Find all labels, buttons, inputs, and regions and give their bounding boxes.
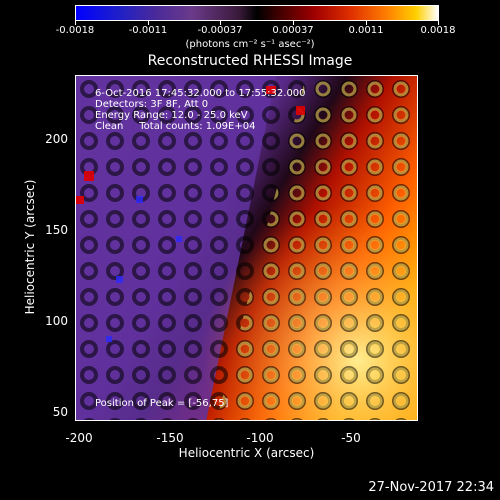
x-tick-label: -200: [65, 431, 93, 445]
colorbar-label: 0.0011: [348, 25, 384, 36]
colorbar-label: -0.0011: [128, 25, 168, 36]
image-title: Reconstructed RHESSI Image: [147, 53, 353, 69]
energy-range-text: Energy Range: 12.0 - 25.0 keV: [95, 110, 248, 121]
detectors-text: Detectors: 3F 8F, Att 0: [95, 99, 209, 110]
y-axis-label: Heliocentric Y (arcsec): [23, 179, 37, 315]
x-tick-label: -100: [246, 431, 274, 445]
image-raster: [76, 76, 417, 420]
peak-position-text: Position of Peak = [-56,75]: [95, 398, 229, 409]
rhessi-image: [75, 75, 418, 421]
colorbar-label: -0.00037: [197, 25, 243, 36]
x-tick-label: -50: [341, 431, 361, 445]
method-counts-text: Clean Total counts: 1.09E+04: [95, 121, 256, 132]
colorbar-label: -0.0018: [55, 25, 95, 36]
colorbar: [75, 5, 439, 21]
y-tick-label: 100: [45, 314, 68, 328]
colorbar-label: 0.00037: [272, 25, 314, 36]
x-tick-label: -150: [156, 431, 184, 445]
x-axis-label: Heliocentric X (arcsec): [178, 446, 315, 460]
timestamp: 27-Nov-2017 22:34: [368, 480, 494, 495]
time-range-text: 6-Oct-2016 17:45:32.000 to 17:55:32.000: [95, 88, 306, 99]
colorbar-label: 0.0018: [420, 25, 456, 36]
y-tick-label: 150: [45, 223, 68, 237]
y-tick-label: 200: [45, 132, 68, 146]
colorbar-units: (photons cm⁻² s⁻¹ asec⁻²): [185, 39, 315, 50]
y-tick-label: 50: [52, 405, 68, 419]
